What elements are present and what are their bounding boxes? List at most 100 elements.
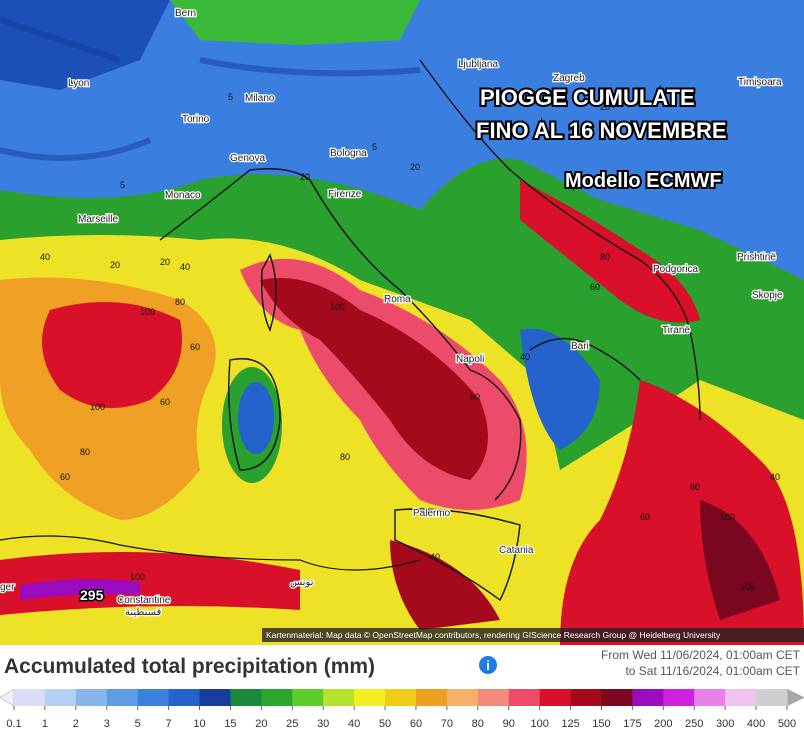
legend-label: 15 [224, 718, 236, 730]
legend-swatch [601, 689, 633, 706]
city-label: Genova [230, 153, 265, 164]
legend-swatch [725, 689, 757, 706]
city-label: Bologna [330, 148, 367, 159]
city-label: قسنطينة [125, 607, 162, 618]
coastline [0, 535, 421, 571]
city-label: Catania [499, 545, 534, 556]
city-label: Podgorica [653, 264, 698, 275]
precip-area [520, 328, 600, 450]
legend-label: 30 [317, 718, 329, 730]
contour-label: 5 [120, 180, 125, 190]
overlay-subtitle: Modello ECMWF [565, 170, 722, 192]
city-label: Torino [182, 114, 210, 125]
legend-label: 80 [472, 718, 484, 730]
city-label: Ljubljana [458, 59, 498, 70]
legend-swatch [168, 689, 201, 706]
legend-label: 125 [561, 718, 579, 730]
contour-label: 40 [180, 262, 190, 272]
legend-label: 25 [286, 718, 298, 730]
legend-swatch [477, 689, 510, 706]
date-from: From Wed 11/06/2024, 01:00am CET [601, 648, 801, 662]
legend-swatch [508, 689, 541, 706]
city-label: Skopje [752, 290, 783, 301]
contour-label: 20 [110, 260, 120, 270]
legend-label: 200 [654, 718, 672, 730]
contour-label: 60 [590, 282, 600, 292]
city-label: Marseille [78, 214, 118, 225]
contour-label: 40 [40, 252, 50, 262]
contour-label: 40 [430, 552, 440, 562]
city-label: Bern [175, 8, 196, 19]
overlay-title: FINO AL 16 NOVEMBRE [476, 118, 727, 143]
precip-area [170, 0, 420, 45]
contour-label: 20 [600, 102, 610, 112]
legend-label: 10 [193, 718, 205, 730]
legend-label: 5 [135, 718, 141, 730]
legend-swatch [539, 689, 572, 706]
city-label: Tiranë [662, 325, 690, 336]
legend-swatch [446, 689, 479, 706]
contour-label: 60 [160, 397, 170, 407]
legend-swatch [756, 689, 788, 706]
legend-label: 150 [592, 718, 610, 730]
precip-area [42, 302, 182, 408]
city-labels: Bern Lyon Milano Torino Genova Bologna M… [0, 7, 784, 620]
contour-label: 60 [640, 512, 650, 522]
legend-swatch [261, 689, 293, 706]
legend-swatch [199, 689, 231, 706]
city-label: ger [0, 582, 15, 593]
city-label: Napoli [456, 354, 484, 365]
attribution-bar [262, 628, 804, 642]
contour-label: 60 [470, 392, 480, 402]
contour-label: 20 [160, 257, 170, 267]
contour-label: 40 [770, 472, 780, 482]
legend-swatch [230, 689, 262, 706]
coastline [159, 59, 701, 501]
contour-label: 80 [600, 252, 610, 262]
info-icon[interactable] [479, 656, 497, 674]
precip-area [390, 540, 500, 630]
legend-label: 20 [255, 718, 267, 730]
city-label: Milano [245, 93, 275, 104]
contour-label: 80 [175, 297, 185, 307]
max-value-label: 295 [80, 587, 104, 603]
overlay-title: PIOGGE CUMULATE [480, 85, 695, 110]
contour-label: 60 [190, 342, 200, 352]
legend-label: 0.1 [6, 718, 21, 730]
legend-swatch [44, 689, 77, 706]
legend-swatch [632, 689, 664, 706]
info-icon-glyph[interactable]: i [486, 658, 490, 673]
legend-label: 2 [73, 718, 79, 730]
legend-swatch [14, 689, 46, 706]
city-label: Roma [384, 294, 411, 305]
city-label: Constantine [117, 595, 171, 606]
city-label: Zagreb [553, 73, 585, 84]
legend-label: 400 [747, 718, 765, 730]
city-label: Prishtinë [737, 252, 776, 263]
contour-label: 80 [80, 447, 90, 457]
legend-title: Accumulated total precipitation (mm) [4, 655, 375, 678]
legend-label: 100 [530, 718, 548, 730]
legend-label: 90 [503, 718, 515, 730]
contour-label: 60 [60, 472, 70, 482]
contour-label: 100 [90, 402, 105, 412]
legend-swatch [106, 689, 139, 706]
city-label: Bari [571, 341, 589, 352]
coastline [228, 253, 521, 602]
precip-area [238, 382, 274, 454]
legend-label: 500 [778, 718, 796, 730]
legend-swatch [75, 689, 108, 706]
city-label: تونس [290, 577, 314, 588]
contour-label: 80 [340, 452, 350, 462]
city-label: Firenze [328, 189, 362, 200]
precip-area [520, 180, 700, 323]
contour-label: 5 [228, 92, 233, 102]
legend-swatch [694, 689, 726, 706]
contour-label: 100 [130, 572, 145, 582]
precip-area [0, 0, 170, 90]
legend-swatch [137, 689, 170, 706]
legend-label: 7 [166, 718, 172, 730]
legend-label: 250 [685, 718, 703, 730]
contour-labels: 5 5 5 20 20 40 20 40 60 80 100 60 100 80 60 100 100 80 20 4… [40, 92, 780, 592]
